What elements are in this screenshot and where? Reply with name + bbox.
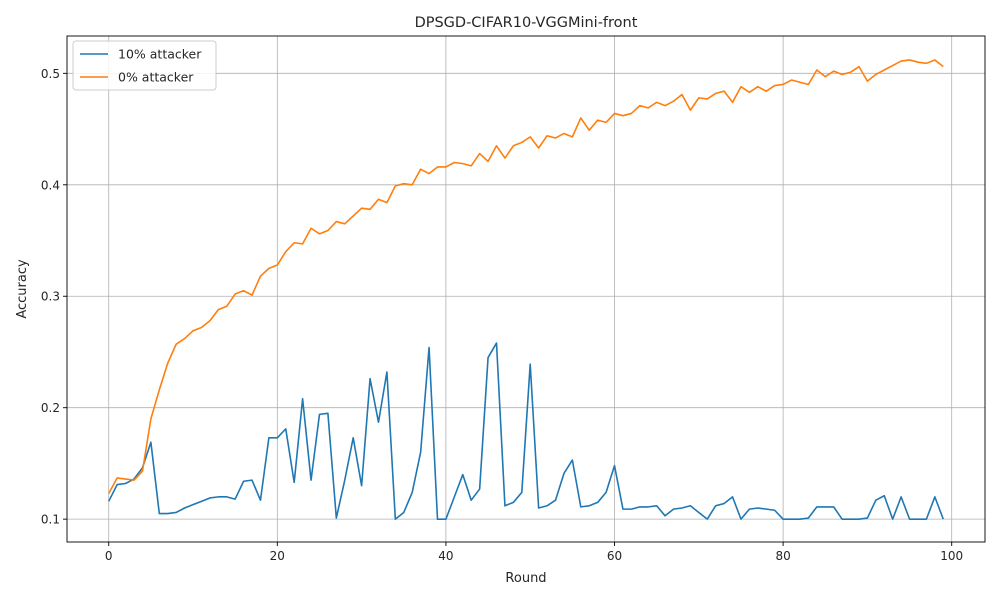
series-lines [108, 59, 945, 520]
chart-title: DPSGD-CIFAR10-VGGMini-front [415, 15, 638, 31]
x-axis-label: Round [505, 571, 546, 586]
x-tick-label: 20 [270, 549, 285, 563]
x-tick-label: 0 [105, 549, 113, 563]
legend-box [72, 40, 217, 91]
legend: 10% attacker 0% attacker [72, 40, 217, 91]
legend-label-10pct: 10% attacker [118, 47, 202, 62]
x-tick-label: 60 [607, 549, 622, 563]
y-tick-label: 0.3 [41, 290, 60, 304]
y-axis-label: Accuracy [15, 259, 30, 319]
x-tick-label: 100 [940, 549, 963, 563]
y-tick-label: 0.1 [41, 513, 60, 527]
plot-frame [66, 35, 986, 543]
x-axis: 0 20 40 60 80 100 [105, 542, 963, 563]
y-tick-label: 0.5 [41, 67, 60, 81]
series-10pct-attacker-line [108, 342, 945, 520]
y-axis: 0.1 0.2 0.3 0.4 0.5 [41, 67, 67, 527]
y-tick-label: 0.4 [41, 178, 60, 192]
legend-label-0pct: 0% attacker [118, 70, 194, 85]
x-tick-label: 40 [438, 549, 453, 563]
y-tick-label: 0.2 [41, 401, 60, 415]
series-0pct-attacker-line [108, 59, 944, 494]
grid-lines [67, 36, 985, 542]
x-tick-label: 80 [775, 549, 790, 563]
